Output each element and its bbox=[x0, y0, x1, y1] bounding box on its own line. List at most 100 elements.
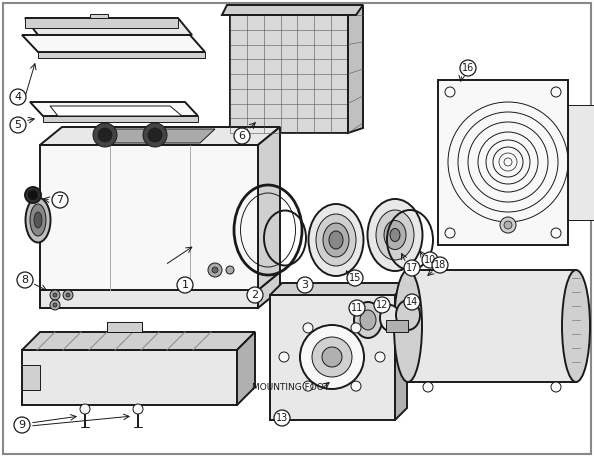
Circle shape bbox=[374, 297, 390, 313]
Circle shape bbox=[349, 300, 365, 316]
Circle shape bbox=[445, 87, 455, 97]
Polygon shape bbox=[40, 127, 280, 145]
Text: 2: 2 bbox=[251, 290, 258, 300]
Circle shape bbox=[10, 117, 26, 133]
Ellipse shape bbox=[354, 302, 382, 338]
Circle shape bbox=[52, 192, 68, 208]
Circle shape bbox=[80, 404, 90, 414]
Circle shape bbox=[445, 228, 455, 238]
Circle shape bbox=[460, 60, 476, 76]
Text: 6: 6 bbox=[239, 131, 245, 141]
Circle shape bbox=[10, 89, 26, 105]
Circle shape bbox=[423, 382, 433, 392]
Text: 1: 1 bbox=[182, 280, 188, 290]
Circle shape bbox=[53, 303, 57, 307]
Polygon shape bbox=[90, 14, 108, 18]
Circle shape bbox=[375, 352, 385, 362]
Ellipse shape bbox=[308, 204, 364, 276]
Polygon shape bbox=[258, 272, 280, 308]
Polygon shape bbox=[22, 365, 40, 390]
Circle shape bbox=[551, 228, 561, 238]
Circle shape bbox=[53, 293, 57, 297]
Polygon shape bbox=[43, 116, 198, 122]
Circle shape bbox=[177, 277, 193, 293]
Circle shape bbox=[17, 272, 33, 288]
Circle shape bbox=[351, 381, 361, 391]
Circle shape bbox=[422, 252, 438, 268]
Circle shape bbox=[14, 417, 30, 433]
Ellipse shape bbox=[26, 197, 50, 243]
Polygon shape bbox=[22, 35, 205, 52]
Circle shape bbox=[93, 123, 117, 147]
Circle shape bbox=[148, 128, 162, 142]
Circle shape bbox=[504, 221, 512, 229]
Ellipse shape bbox=[368, 199, 422, 271]
Text: 8: 8 bbox=[21, 275, 29, 285]
Polygon shape bbox=[386, 320, 408, 332]
Text: 16: 16 bbox=[462, 63, 474, 73]
Circle shape bbox=[300, 325, 364, 389]
Ellipse shape bbox=[329, 231, 343, 249]
Text: 18: 18 bbox=[434, 260, 446, 270]
Text: 17: 17 bbox=[406, 263, 418, 273]
Circle shape bbox=[50, 300, 60, 310]
Text: MOUNTING FOOT: MOUNTING FOOT bbox=[252, 383, 329, 393]
Circle shape bbox=[212, 267, 218, 273]
Circle shape bbox=[404, 294, 420, 310]
Circle shape bbox=[50, 290, 60, 300]
Circle shape bbox=[551, 87, 561, 97]
Polygon shape bbox=[237, 332, 255, 405]
Circle shape bbox=[28, 190, 38, 200]
Text: 5: 5 bbox=[14, 120, 21, 130]
Circle shape bbox=[404, 260, 420, 276]
Text: 9: 9 bbox=[18, 420, 26, 430]
Circle shape bbox=[351, 323, 361, 333]
Text: 10: 10 bbox=[424, 255, 436, 265]
Polygon shape bbox=[348, 5, 363, 133]
Ellipse shape bbox=[380, 305, 400, 331]
Ellipse shape bbox=[390, 228, 400, 241]
Circle shape bbox=[25, 187, 41, 203]
Circle shape bbox=[279, 352, 289, 362]
Ellipse shape bbox=[396, 300, 420, 330]
Ellipse shape bbox=[30, 204, 46, 236]
Text: 15: 15 bbox=[349, 273, 361, 283]
Polygon shape bbox=[230, 15, 348, 133]
Polygon shape bbox=[222, 5, 363, 15]
Polygon shape bbox=[22, 350, 237, 405]
Ellipse shape bbox=[384, 220, 406, 250]
Circle shape bbox=[297, 277, 313, 293]
Circle shape bbox=[234, 128, 250, 144]
Circle shape bbox=[347, 270, 363, 286]
Circle shape bbox=[247, 287, 263, 303]
Ellipse shape bbox=[394, 270, 422, 382]
Polygon shape bbox=[395, 283, 407, 420]
Text: 11: 11 bbox=[351, 303, 363, 313]
Polygon shape bbox=[408, 270, 576, 382]
Polygon shape bbox=[50, 106, 182, 116]
Polygon shape bbox=[38, 52, 205, 58]
Circle shape bbox=[312, 337, 352, 377]
Circle shape bbox=[63, 290, 73, 300]
Polygon shape bbox=[40, 290, 258, 308]
Circle shape bbox=[66, 293, 70, 297]
Polygon shape bbox=[270, 295, 395, 420]
Polygon shape bbox=[30, 102, 198, 116]
Polygon shape bbox=[25, 18, 178, 28]
Circle shape bbox=[208, 263, 222, 277]
Text: 3: 3 bbox=[302, 280, 308, 290]
Circle shape bbox=[500, 217, 516, 233]
Ellipse shape bbox=[562, 270, 590, 382]
Ellipse shape bbox=[376, 210, 414, 260]
Circle shape bbox=[303, 323, 313, 333]
Circle shape bbox=[432, 257, 448, 273]
Polygon shape bbox=[107, 322, 142, 332]
Circle shape bbox=[551, 382, 561, 392]
Circle shape bbox=[98, 128, 112, 142]
Text: 7: 7 bbox=[56, 195, 64, 205]
Circle shape bbox=[303, 381, 313, 391]
Ellipse shape bbox=[316, 214, 356, 266]
Polygon shape bbox=[25, 18, 192, 35]
Ellipse shape bbox=[323, 223, 349, 257]
Polygon shape bbox=[568, 105, 594, 220]
